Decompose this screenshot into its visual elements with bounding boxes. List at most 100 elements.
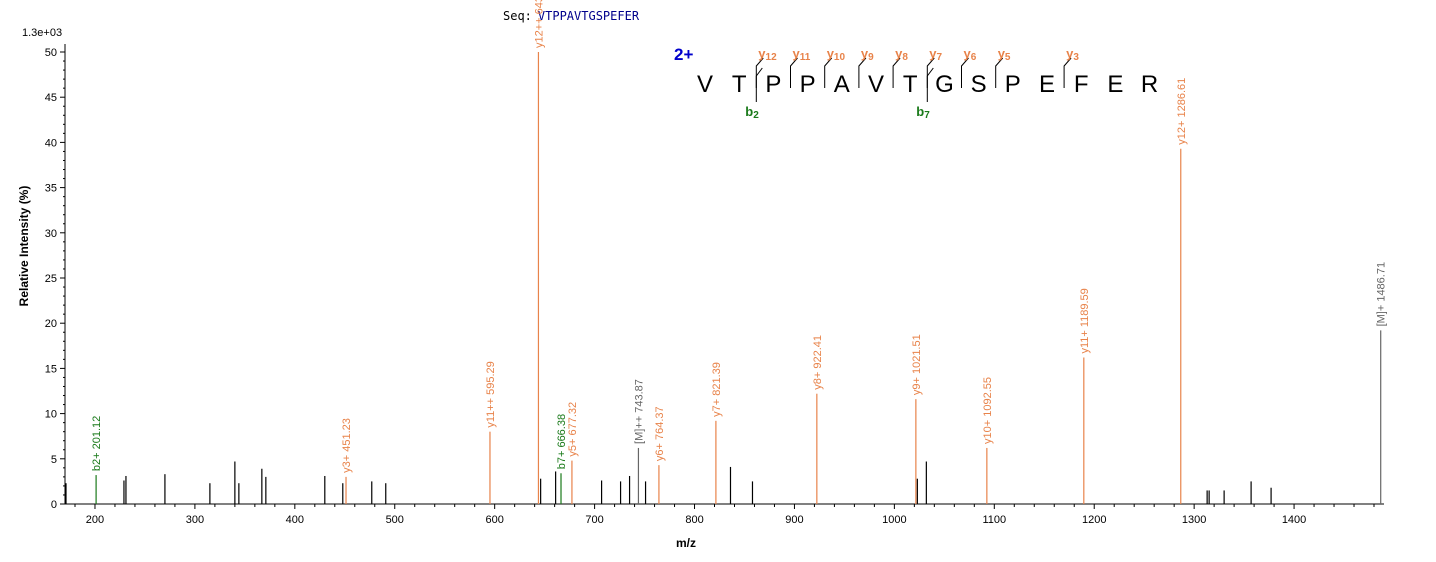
y-ion-number: 5 <box>1005 52 1011 63</box>
y-ion-number: 6 <box>971 52 977 63</box>
y-ion-bracket <box>892 57 901 88</box>
sequence-caption-value: VTPPAVTGSPEFER <box>538 9 640 23</box>
y-ion-label: y9 <box>861 46 874 63</box>
peak-label: y3+ 451.23 <box>341 418 353 473</box>
residue-letter: P <box>800 71 816 98</box>
y-tick-label: 35 <box>45 183 57 195</box>
y-ion-letter: y <box>861 46 869 61</box>
x-tick-label: 300 <box>186 514 204 526</box>
intensity-scale-label: 1.3e+03 <box>22 27 62 39</box>
peak-label: b2+ 201.12 <box>91 416 103 471</box>
y-ion-number: 10 <box>834 52 846 63</box>
y-ion-label: y3 <box>1066 46 1079 63</box>
x-tick-label: 900 <box>785 514 803 526</box>
y-ion-bracket <box>995 57 1004 88</box>
sequence-caption-label: Seq: <box>503 9 532 23</box>
peak-label: y8+ 922.41 <box>812 335 824 390</box>
y-ion-letter: y <box>793 46 801 61</box>
residue-letter: E <box>1039 71 1055 98</box>
b-ion-label: b2 <box>745 104 759 121</box>
y-axis-title: Relative Intensity (%) <box>17 186 31 307</box>
b-ion-number: 7 <box>924 110 930 121</box>
y-tick-label: 50 <box>45 47 57 59</box>
b-ion-letter: b <box>745 104 753 119</box>
y-ion-bracket <box>755 57 764 88</box>
peak-label: y9+ 1021.51 <box>911 334 923 395</box>
b-ion-bracket <box>755 67 763 102</box>
x-tick-label: 1100 <box>982 514 1006 526</box>
peak-label: y11+ 1189.59 <box>1079 288 1091 353</box>
y-ion-letter: y <box>964 46 972 61</box>
peak-label: b7+ 666.38 <box>556 414 568 469</box>
peak-label: y5+ 677.32 <box>567 402 579 457</box>
y-tick-label: 15 <box>45 363 57 375</box>
y-ion-label: y10 <box>827 46 846 63</box>
x-tick-label: 1300 <box>1182 514 1206 526</box>
b-ion-number: 2 <box>753 110 759 121</box>
y-ion-bracket <box>790 57 798 88</box>
y-ion-letter: y <box>827 46 835 61</box>
peak-label: [M]++ 743.87 <box>633 379 645 444</box>
y-ion-number: 3 <box>1073 52 1079 63</box>
y-ion-label: y6 <box>964 46 977 63</box>
axes <box>64 44 1384 505</box>
residue-letter: E <box>1107 71 1123 98</box>
peaks-group <box>65 52 1382 504</box>
peak-label: y10+ 1092.55 <box>982 377 994 444</box>
residue-letter: A <box>834 71 850 98</box>
y-ion-letter: y <box>758 46 766 61</box>
b-ion-bracket <box>926 67 934 102</box>
b-ion-letter: b <box>916 104 924 119</box>
peak-label: [M]+ 1486.71 <box>1376 262 1388 327</box>
x-tick-label: 700 <box>585 514 603 526</box>
y-ion-label: y12 <box>758 46 777 63</box>
y-tick-label: 10 <box>45 409 57 421</box>
x-tick-label: 500 <box>386 514 404 526</box>
residue-letter: T <box>732 71 747 98</box>
y-tick-label: 45 <box>45 92 57 104</box>
y-ion-bracket <box>1063 57 1072 88</box>
residue-letter: V <box>697 71 713 98</box>
peak-label: y6+ 764.37 <box>654 406 666 461</box>
y-tick-label: 25 <box>45 273 57 285</box>
y-ion-number: 8 <box>902 52 908 63</box>
x-tick-label: 400 <box>286 514 304 526</box>
peak-label: y12++ 643.8 <box>533 0 545 48</box>
y-ion-bracket <box>858 57 867 88</box>
y-ion-bracket <box>961 57 969 88</box>
peak-labels-group: b2+ 201.12 y3+ 451.23 y11++ 595.29 y12++ 64… <box>91 0 1388 473</box>
residue-letter: P <box>765 71 781 98</box>
x-axis-title: m/z <box>676 536 696 550</box>
x-tick-label: 200 <box>86 514 104 526</box>
y-tick-label: 20 <box>45 318 57 330</box>
y-tick-label: 0 <box>51 499 57 511</box>
y-ion-bracket <box>926 57 935 88</box>
y-ion-label: y7 <box>929 46 942 63</box>
charge-state-label: 2+ <box>674 45 693 64</box>
y-ion-label: y11 <box>793 46 811 63</box>
y-ion-number: 7 <box>937 52 943 63</box>
y-tick-label: 5 <box>51 454 57 466</box>
residue-letter: P <box>1005 71 1021 98</box>
peak-label: y11++ 595.29 <box>485 361 497 427</box>
y-ion-letter: y <box>929 46 937 61</box>
x-tick-label: 1400 <box>1282 514 1306 526</box>
residue-letter: T <box>903 71 918 98</box>
residue-letter: S <box>971 71 987 98</box>
y-ion-label: y8 <box>895 46 908 63</box>
residue-letter: R <box>1141 71 1158 98</box>
x-tick-label: 1000 <box>882 514 906 526</box>
residue-letter: F <box>1074 71 1089 98</box>
peak-label: y7+ 821.39 <box>711 362 723 417</box>
y-ion-label: y5 <box>998 46 1011 63</box>
y-tick-label: 30 <box>45 228 57 240</box>
b-ion-label: b7 <box>916 104 930 121</box>
peak-label: y12+ 1286.61 <box>1176 78 1188 145</box>
y-ion-letter: y <box>895 46 903 61</box>
sequence-caption: Seq: VTPPAVTGSPEFER <box>503 9 640 23</box>
residue-letter: V <box>868 71 884 98</box>
y-ion-bracket <box>824 57 833 88</box>
residue-letter: G <box>935 71 954 98</box>
